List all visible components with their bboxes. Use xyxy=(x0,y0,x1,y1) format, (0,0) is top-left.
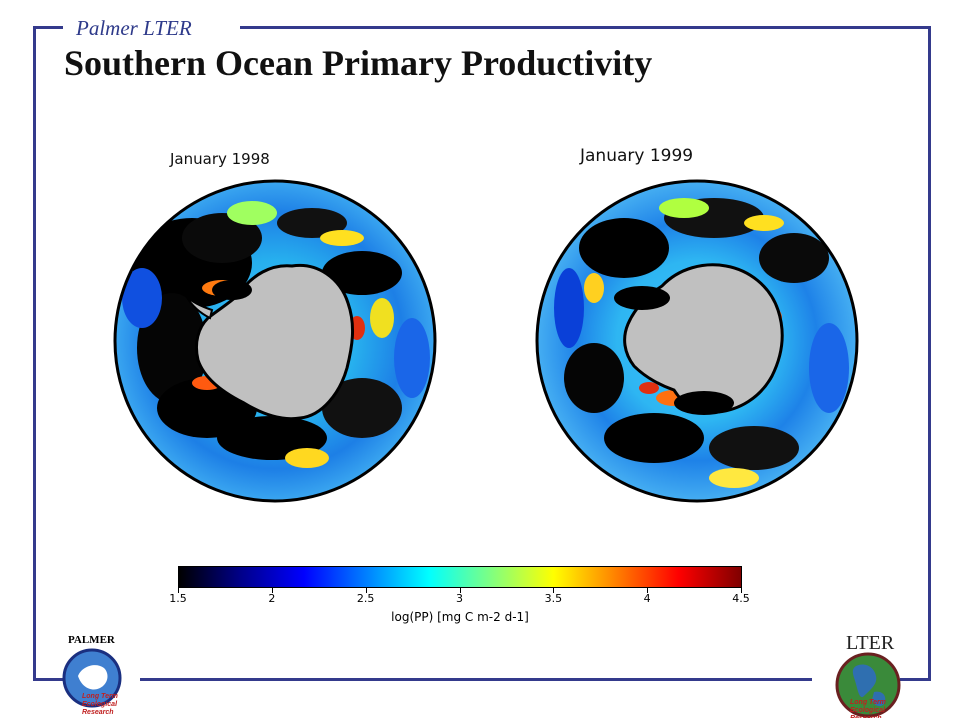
frame-left xyxy=(33,26,36,681)
colorbar-label: log(PP) [mg C m-2 d-1] xyxy=(391,610,529,624)
lter-logo-label: LTER xyxy=(846,632,895,654)
productivity-patches xyxy=(554,198,849,488)
map-january-1999 xyxy=(535,179,859,503)
lter-logo-line: Long Term xyxy=(850,699,886,706)
header-label: Palmer LTER xyxy=(76,16,192,40)
colorbar-tick xyxy=(553,588,555,593)
colorbar-tick xyxy=(459,588,461,593)
map-caption-1999: January 1999 xyxy=(580,146,694,166)
map-border xyxy=(113,179,437,503)
palmer-logo-line: Research xyxy=(82,709,114,716)
colorbar-tick xyxy=(647,588,649,593)
frame-bottom-middle xyxy=(140,678,812,681)
colorbar-tick xyxy=(365,588,367,593)
lter-logo-line: Research xyxy=(850,715,882,718)
map-january-1998 xyxy=(113,179,437,503)
frame-top-left xyxy=(33,26,63,29)
slide-title: Southern Ocean Primary Productivity xyxy=(64,43,653,83)
ross-sea-area xyxy=(674,391,734,415)
map-border xyxy=(535,179,859,503)
frame-bottom-right xyxy=(900,678,931,681)
colorbar xyxy=(178,566,742,588)
productivity-patches xyxy=(122,201,430,468)
colorbar-tick-label: 3.5 xyxy=(544,592,563,605)
frame-bottom-left xyxy=(33,678,63,681)
colorbar-tick xyxy=(271,588,273,593)
palmer-logo-line: Long Term xyxy=(82,693,118,700)
antarctic-peninsula xyxy=(185,295,214,320)
frame-top-right xyxy=(240,26,931,29)
colorbar-tick xyxy=(741,588,742,593)
frame-right xyxy=(928,26,931,681)
antarctica-land xyxy=(194,263,355,421)
colorbar-tick-label: 4.5 xyxy=(732,592,750,605)
palmer-logo-line: Ecological xyxy=(82,701,118,708)
colorbar-tick-label: 2 xyxy=(268,592,276,605)
lter-logo-line: Ecological xyxy=(850,707,886,714)
colorbar-tick xyxy=(178,588,179,593)
weddell-sea-ice xyxy=(212,280,252,300)
weddell-sea-ice xyxy=(614,286,670,310)
map-caption-1998: January 1998 xyxy=(170,150,270,168)
palmer-logo-label: PALMER xyxy=(68,634,115,646)
colorbar-tick-label: 1.5 xyxy=(169,592,187,605)
colorbar-tick-label: 2.5 xyxy=(356,592,375,605)
colorbar-tick-label: 4 xyxy=(643,592,651,605)
colorbar-tick-label: 3 xyxy=(456,592,463,605)
